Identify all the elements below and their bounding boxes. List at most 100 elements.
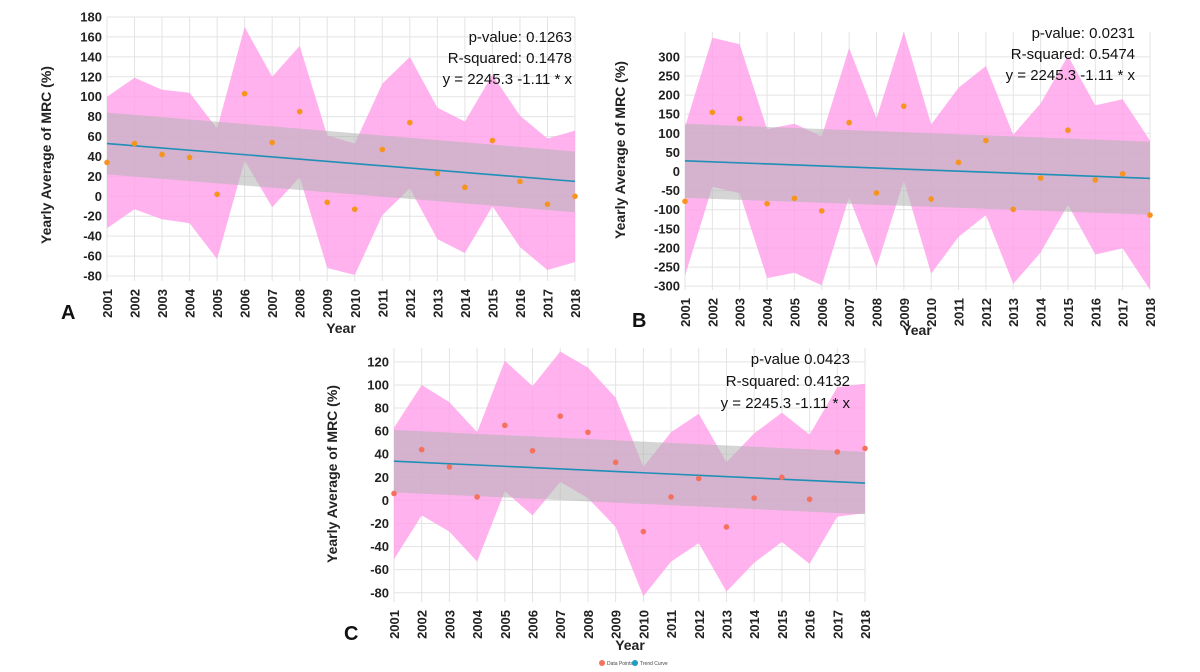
panel-a-data-point: [269, 139, 275, 146]
panel-a-x-axis-label: Year: [326, 320, 356, 336]
panel-a-x-tick-label: 2017: [540, 289, 555, 318]
panel-a-x-tick-label: 2006: [238, 289, 253, 318]
panel-a-x-tick-label: 2008: [293, 289, 308, 318]
panel-a-x-tick-label: 2016: [513, 289, 528, 318]
panel-b-x-tick-label: 2016: [1088, 298, 1103, 327]
panel-b-x-tick-label: 2010: [924, 298, 939, 327]
panel-c-y-tick-label: 0: [382, 493, 389, 508]
panel-a-x-tick-label: 2002: [128, 289, 143, 318]
panel-a-x-tick-label: 2015: [485, 289, 500, 318]
panel-a-letter: A: [61, 302, 75, 324]
panel-b-y-tick-label: -300: [654, 279, 680, 294]
panel-a-equation: y = 2245.3 -1.11 * x: [443, 71, 573, 88]
panel-c-data-point: [668, 494, 674, 500]
panel-c: 2001 2002 2003 2004 2005 2006 2007 2008 2009 2010…: [324, 348, 873, 653]
panel-c-x-tick-label: 2002: [415, 610, 430, 639]
panel-a-y-tick-label: -60: [83, 249, 102, 264]
panel-b-y-tick-label: 150: [658, 107, 680, 122]
panel-a-y-tick-label: 100: [80, 89, 102, 104]
panel-b-x-tick-label: 2011: [952, 298, 967, 326]
panel-a: 2001 2002 2003 2004 2005 2006 2007 2008 2009 2010…: [38, 10, 583, 337]
panel-c-data-point: [723, 524, 730, 530]
panel-c-x-tick-label: 2008: [581, 610, 596, 639]
panel-c-letter: C: [344, 623, 358, 645]
panel-c-x-tick-label: 2004: [470, 609, 485, 639]
legend-swatch-trend-curve: [632, 660, 638, 666]
panel-a-x-tick-label: 2018: [568, 289, 583, 318]
panel-a-data-point: [159, 151, 165, 158]
panel-a-y-tick-label: 20: [88, 169, 102, 184]
panel-a-y-tick-label: 120: [80, 69, 102, 84]
panel-c-p-value: p-value 0.0423: [751, 351, 850, 368]
panel-a-y-tick-label: 140: [80, 49, 102, 64]
panel-c-data-point: [418, 446, 425, 453]
panel-a-p-value: p-value: 0.1263: [469, 29, 572, 46]
panel-c-x-tick-label: 2010: [636, 610, 651, 639]
panel-a-data-point: [544, 201, 551, 208]
panel-a-y-ticks: -80 -60 -40 -20 0 20 40 60 80 100 120 140 160 180: [80, 10, 102, 284]
panel-b-y-tick-label: 250: [658, 68, 680, 83]
panel-a-y-tick-label: 40: [88, 149, 102, 164]
panel-b-y-tick-label: 0: [673, 164, 680, 179]
panel-c-data-point: [557, 413, 564, 419]
panel-a-x-tick-label: 2005: [210, 289, 225, 318]
panel-c-data-point: [446, 464, 453, 470]
panel-a-data-point: [407, 119, 413, 126]
panel-a-series: [104, 90, 578, 213]
panel-c-trend-line: [393, 460, 866, 484]
panel-b-y-axis-label: Yearly Average of MRC (%): [612, 61, 628, 239]
panel-b-data-point: [1147, 212, 1153, 218]
panel-b-p-value: p-value: 0.0231: [1032, 25, 1135, 42]
panel-c-data-point: [751, 495, 757, 501]
panel-a-data-point: [351, 206, 358, 213]
panel-c-data-point: [502, 422, 508, 429]
panel-b-x-tick-label: 2017: [1116, 298, 1131, 327]
panel-c-x-tick-label: 2003: [442, 610, 457, 639]
panel-b-y-tick-label: -100: [654, 202, 680, 217]
legend-label-data-points: Data Points: [607, 661, 633, 667]
panel-b-series: [682, 103, 1153, 218]
panel-b-y-tick-label: 50: [666, 145, 680, 160]
panel-c-data-point: [612, 459, 619, 466]
panel-a-data-point: [241, 90, 248, 97]
panel-b-data-point: [682, 198, 688, 205]
panel-c-data-point: [585, 429, 591, 436]
panel-b-y-tick-label: 300: [658, 49, 680, 64]
panel-b-x-tick-label: 2014: [1034, 297, 1049, 327]
panel-b-x-tick-label: 2002: [705, 298, 720, 327]
panel-a-trend-line: [106, 142, 576, 183]
panel-c-data-point: [640, 528, 647, 535]
panel-a-x-tick-label: 2013: [430, 289, 445, 318]
panel-b-data-point: [1065, 127, 1071, 134]
panel-a-x-tick-label: 2010: [348, 289, 363, 318]
panel-a-x-tick-label: 2012: [403, 289, 418, 318]
panel-a-data-point: [489, 137, 496, 144]
panel-c-y-tick-label: 60: [375, 424, 389, 439]
panel-b-x-tick-label: 2005: [787, 298, 802, 327]
panel-c-x-tick-label: 2015: [775, 610, 790, 639]
panel-b-y-ticks: -300 -250 -200 -150 -100 -50 0 50 100 150 200 250 30…: [654, 49, 680, 293]
panel-b-data-point: [791, 195, 798, 202]
panel-a-x-tick-label: 2009: [320, 289, 335, 318]
panel-b-x-tick-label: 2003: [733, 298, 748, 327]
panel-b-x-tick-label: 2007: [842, 298, 857, 327]
legend-label-trend-curve: Trend Curve: [640, 661, 668, 667]
panel-b-x-tick-label: 2015: [1061, 298, 1076, 327]
panel-b-equation: y = 2245.3 -1.11 * x: [1006, 67, 1136, 84]
panel-c-y-ticks: -80 -60 -40 -20 0 20 40 60 80 100 120: [367, 354, 389, 600]
panel-b-data-point: [709, 109, 716, 116]
panel-c-x-tick-label: 2012: [692, 610, 707, 639]
panel-a-y-tick-label: 60: [88, 129, 102, 144]
legend: Data Points Trend Curve: [599, 660, 668, 667]
panel-b-x-ticks: 2001 2002 2003 2004 2005 2006 2007 2008 2009 2010…: [678, 297, 1158, 327]
panel-a-data-point: [131, 140, 138, 147]
panel-a-data-point: [462, 184, 468, 191]
panel-c-x-axis-label: Year: [615, 637, 645, 653]
panel-c-data-point: [806, 496, 813, 503]
panel-c-data-point: [834, 449, 841, 455]
panel-b-y-tick-label: -200: [654, 240, 680, 255]
panel-c-x-tick-label: 2013: [719, 610, 734, 639]
panel-a-x-tick-label: 2011: [375, 289, 390, 317]
panel-a-data-point: [572, 193, 578, 200]
panel-b-letter: B: [632, 310, 646, 332]
